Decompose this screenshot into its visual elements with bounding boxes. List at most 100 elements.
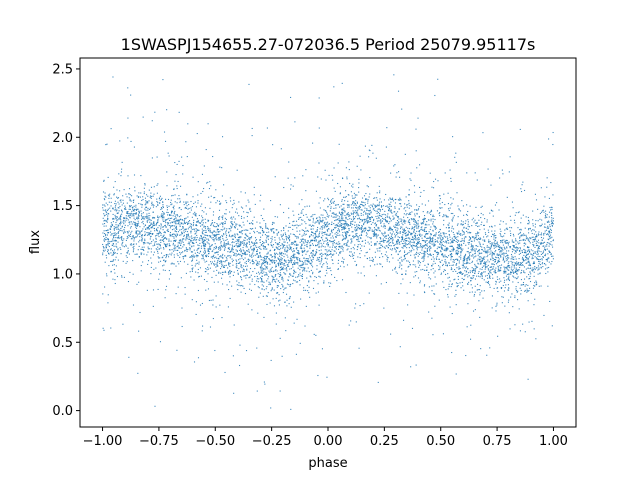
data-point [281, 268, 283, 270]
data-point [130, 140, 132, 142]
data-point [421, 257, 423, 259]
data-point [260, 214, 262, 217]
data-point [507, 266, 509, 268]
data-point [281, 254, 283, 257]
data-point [351, 231, 353, 233]
data-point [301, 264, 303, 267]
data-point [449, 242, 451, 244]
data-point [296, 318, 298, 320]
data-point [348, 206, 350, 208]
data-point [112, 244, 114, 246]
data-point [195, 224, 197, 226]
data-point [442, 281, 444, 283]
data-point [304, 259, 306, 262]
data-point [351, 238, 353, 240]
data-point [479, 285, 481, 287]
data-point [147, 217, 149, 219]
data-point [292, 275, 294, 277]
data-point [470, 338, 472, 340]
data-point [337, 224, 339, 226]
data-point [412, 260, 414, 262]
data-point [527, 257, 529, 259]
data-point [527, 229, 530, 231]
data-point [324, 275, 326, 277]
data-point [332, 201, 334, 203]
data-point [374, 223, 376, 225]
data-point [343, 220, 345, 222]
data-point [409, 240, 412, 242]
data-point [409, 282, 411, 284]
data-point [385, 281, 387, 284]
data-point [310, 216, 312, 218]
data-point [464, 222, 466, 224]
data-point [262, 240, 264, 243]
data-point [126, 212, 128, 214]
data-point [390, 227, 392, 229]
data-point [549, 251, 551, 253]
data-point [514, 214, 516, 216]
data-point [396, 272, 398, 274]
data-point [436, 240, 438, 242]
data-point [156, 156, 158, 158]
data-point [503, 252, 505, 254]
data-point [548, 197, 550, 199]
data-point [265, 248, 267, 250]
data-point [107, 194, 110, 196]
data-point [332, 262, 334, 265]
data-point [541, 242, 543, 244]
data-point [292, 251, 294, 253]
data-point [394, 164, 396, 166]
data-point [361, 227, 363, 229]
data-point [226, 258, 228, 260]
data-point [523, 270, 525, 272]
data-point [332, 198, 334, 200]
data-point [406, 234, 408, 236]
data-point [168, 240, 170, 242]
data-point [207, 249, 209, 251]
data-point [217, 261, 219, 263]
data-point [276, 243, 278, 245]
data-point [273, 260, 275, 262]
data-point [262, 295, 264, 297]
data-point [192, 258, 194, 260]
data-point [517, 264, 519, 266]
data-point [462, 221, 464, 223]
data-point [463, 227, 465, 229]
data-point [171, 229, 173, 231]
data-point [251, 248, 253, 250]
data-point [160, 214, 162, 216]
data-point [487, 268, 489, 270]
data-point [298, 250, 300, 252]
data-point [393, 74, 395, 76]
data-point [327, 230, 329, 232]
data-point [452, 258, 454, 261]
data-point [386, 220, 388, 222]
data-point [265, 258, 267, 260]
data-point [299, 269, 301, 271]
data-point [373, 234, 375, 236]
data-point [112, 208, 114, 210]
data-point [107, 176, 109, 178]
data-point [489, 284, 491, 286]
data-point [463, 279, 465, 281]
data-point [390, 205, 393, 207]
data-point [462, 260, 464, 262]
data-point [459, 233, 461, 235]
data-point [331, 202, 333, 204]
data-point [445, 262, 447, 264]
data-point [513, 219, 516, 221]
data-point [520, 229, 522, 231]
data-point [528, 232, 530, 234]
data-point [287, 256, 289, 258]
data-point [371, 229, 373, 231]
data-point [451, 227, 453, 229]
data-point [507, 284, 509, 286]
data-point [403, 259, 405, 261]
data-point [328, 249, 330, 251]
data-point [105, 257, 108, 259]
data-point [491, 268, 494, 270]
data-point [390, 220, 392, 222]
data-point [429, 250, 431, 252]
data-point [259, 246, 261, 248]
data-point [400, 218, 402, 220]
